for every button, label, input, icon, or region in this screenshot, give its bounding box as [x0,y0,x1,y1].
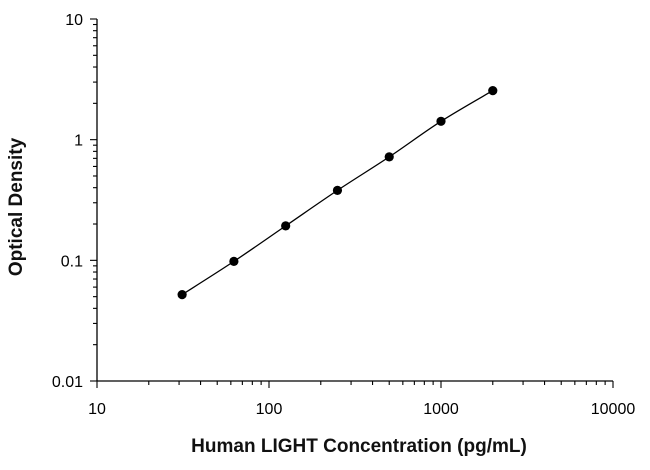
data-point [488,86,498,96]
y-tick-label: 1 [74,133,83,150]
data-points [177,86,498,300]
data-point [332,185,343,195]
tick-marks [90,18,614,388]
data-point [229,256,239,266]
x-axis-title: Human LIGHT Concentration (pg/mL) [191,436,527,457]
axes [96,19,613,382]
y-axis-title: Optical Density [6,137,27,276]
data-point [436,116,446,126]
y-tick-label: 0.1 [61,253,83,270]
x-tick-label: 10 [88,401,106,418]
y-tick-label: 0.01 [52,374,83,391]
data-point [384,152,394,162]
x-tick-labels: 10 100 1000 10000 [88,401,635,418]
data-point [281,221,291,231]
x-tick-label: 1000 [423,401,459,418]
y-tick-label: 10 [65,12,83,29]
x-tick-label: 100 [256,401,283,418]
y-tick-labels: 0.01 0.1 1 10 [52,12,83,391]
x-tick-label: 10000 [591,401,636,418]
data-point [177,290,187,300]
